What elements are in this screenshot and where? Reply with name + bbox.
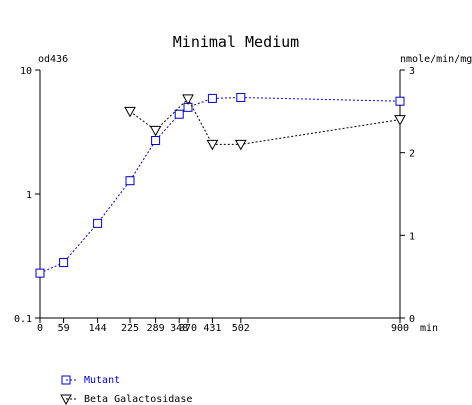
left-axis-label: od436 — [38, 54, 68, 65]
legend-item-mutant: Mutant — [61, 375, 120, 386]
chart-title: Minimal Medium — [173, 33, 299, 51]
data-point-beta-galactosidase — [182, 94, 194, 105]
right-tick-label: 0 — [409, 314, 415, 325]
legend-mutant-label: Mutant — [84, 375, 120, 386]
series-line-mutant — [39, 96, 401, 274]
x-tick-label: 144 — [89, 323, 107, 334]
data-point-mutant — [125, 176, 135, 186]
series-line-beta-galactosidase — [129, 98, 401, 145]
legend-beta-label: Beta Galactosidase — [84, 394, 192, 405]
left-tick-label: 10 — [20, 66, 32, 77]
data-point-beta-galactosidase — [206, 139, 219, 151]
right-tick-label: 2 — [409, 149, 415, 160]
data-point-beta-galactosidase — [124, 106, 136, 118]
data-point-mutant — [93, 218, 103, 228]
legend-item-beta-galactosidase: Beta Galactosidase — [60, 394, 192, 405]
x-axis-unit: min — [420, 323, 438, 334]
data-point-mutant — [151, 136, 161, 146]
right-tick-label: 3 — [409, 66, 415, 77]
x-tick-label: 0 — [37, 323, 43, 334]
left-tick-label: 1 — [26, 190, 32, 201]
data-point-mutant — [35, 268, 45, 278]
legend-mutant-marker — [61, 375, 71, 385]
data-point-mutant — [207, 93, 217, 103]
data-point-beta-galactosidase — [394, 115, 406, 126]
data-point-mutant — [395, 96, 405, 106]
data-point-mutant — [236, 93, 246, 103]
x-tick-label: 59 — [58, 323, 70, 334]
right-axis-label: nmole/min/mg — [400, 54, 472, 65]
right-tick-label: 1 — [409, 231, 415, 242]
data-point-beta-galactosidase — [149, 125, 162, 137]
x-tick-label: 370 — [179, 323, 197, 334]
x-tick-label: 225 — [121, 323, 139, 334]
x-tick-label: 502 — [232, 323, 250, 334]
x-tick-label: 900 — [391, 323, 409, 334]
x-tick-label: 431 — [203, 323, 221, 334]
data-point-mutant — [174, 109, 184, 119]
x-tick-label: 348 — [170, 323, 188, 334]
left-tick-label: 0.1 — [14, 314, 32, 325]
legend: Mutant Beta Galactosidase — [60, 375, 192, 405]
data-point-mutant — [59, 258, 69, 268]
data-point-beta-galactosidase — [234, 139, 247, 151]
x-tick-label: 289 — [147, 323, 165, 334]
legend-beta-marker — [60, 394, 72, 405]
